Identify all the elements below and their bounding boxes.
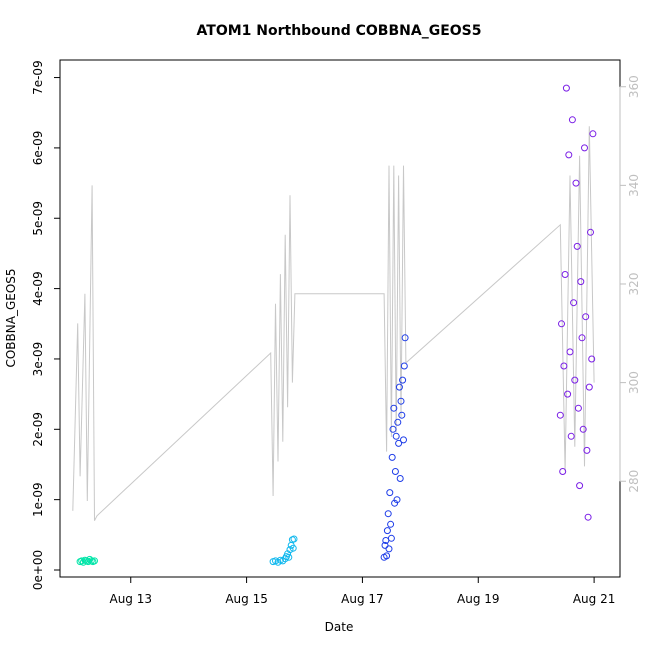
right-tick-label: 340 bbox=[627, 174, 641, 197]
data-point-s2 bbox=[279, 557, 287, 565]
data-point-s4 bbox=[560, 362, 568, 370]
y-axis: 0e+00 1e-09 2e-09 3e-09 4e-09 5e-09 6e-09 7e-09 bbox=[31, 60, 60, 590]
data-point-s4 bbox=[567, 432, 575, 440]
x-axis: Aug 13 Aug 15 Aug 17 Aug 19 Aug 21 bbox=[109, 576, 616, 606]
x-axis-label: Date bbox=[325, 620, 354, 634]
data-point-s2 bbox=[290, 535, 298, 543]
data-point-s4 bbox=[564, 390, 572, 398]
data-point-s4 bbox=[574, 404, 582, 412]
y-tick-label: 3e-09 bbox=[31, 342, 45, 377]
data-point-s4 bbox=[577, 278, 585, 286]
data-point-s3 bbox=[398, 411, 406, 419]
data-point-s4 bbox=[585, 383, 593, 391]
x-tick-label: Aug 15 bbox=[225, 592, 268, 606]
y-tick-label: 4e-09 bbox=[31, 271, 45, 306]
y-tick-label: 1e-09 bbox=[31, 482, 45, 517]
data-point-s4 bbox=[576, 482, 584, 490]
data-point-s3 bbox=[399, 376, 407, 384]
line-series bbox=[72, 126, 595, 521]
data-point-s3 bbox=[397, 397, 405, 405]
data-point-s4 bbox=[572, 179, 580, 187]
right-tick-label: 320 bbox=[627, 273, 641, 296]
right-tick-label: 280 bbox=[627, 470, 641, 493]
data-point-s4 bbox=[562, 84, 570, 92]
right-tick-label: 360 bbox=[627, 75, 641, 98]
plot-frame bbox=[59, 59, 621, 578]
data-point-s4 bbox=[581, 144, 588, 152]
data-point-s3 bbox=[400, 362, 408, 370]
chart-title: ATOM1 Northbound COBBNA_GEOS5 bbox=[197, 23, 482, 39]
data-point-s4 bbox=[582, 313, 590, 321]
data-point-s3 bbox=[384, 510, 392, 518]
data-point-s3 bbox=[395, 439, 403, 447]
data-point-s3 bbox=[383, 552, 391, 560]
y-tick-label: 2e-09 bbox=[31, 412, 45, 447]
data-point-s3 bbox=[395, 383, 403, 391]
data-point-s4 bbox=[583, 446, 591, 454]
data-point-s2 bbox=[285, 553, 293, 561]
data-point-s1 bbox=[79, 558, 87, 566]
data-point-s3 bbox=[396, 475, 404, 482]
data-point-s3 bbox=[393, 496, 401, 504]
data-point-s4 bbox=[584, 513, 592, 521]
y-tick-label: 6e-09 bbox=[31, 131, 45, 166]
data-point-s4 bbox=[587, 228, 594, 236]
y-tick-label: 0e+00 bbox=[31, 550, 45, 590]
right-tick-label: 300 bbox=[627, 371, 641, 394]
data-point-s3 bbox=[388, 453, 396, 461]
data-point-s4 bbox=[558, 320, 565, 328]
data-point-s3 bbox=[389, 425, 397, 433]
data-point-s4 bbox=[559, 468, 567, 475]
data-point-s2 bbox=[286, 546, 294, 554]
data-point-s4 bbox=[573, 242, 581, 250]
y-axis-label: COBBNA_GEOS5 bbox=[4, 268, 18, 367]
data-point-s4 bbox=[570, 299, 578, 307]
data-point-s1 bbox=[91, 557, 98, 565]
data-point-s3 bbox=[381, 541, 389, 549]
right-axis: 280 300 320 340 360 bbox=[619, 75, 641, 493]
x-tick-label: Aug 13 bbox=[109, 592, 152, 606]
data-point-s4 bbox=[579, 425, 587, 433]
data-point-s3 bbox=[400, 436, 407, 444]
x-tick-label: Aug 17 bbox=[341, 592, 384, 606]
data-point-s4 bbox=[589, 130, 597, 138]
x-tick-label: Aug 21 bbox=[573, 592, 616, 606]
data-point-s4 bbox=[565, 151, 573, 159]
data-point-s4 bbox=[568, 116, 576, 124]
data-point-s2 bbox=[289, 544, 297, 552]
grey-line bbox=[72, 126, 595, 521]
data-point-s3 bbox=[391, 499, 399, 507]
data-point-s4 bbox=[556, 411, 564, 419]
data-point-s3 bbox=[390, 404, 398, 412]
data-point-s3 bbox=[386, 489, 394, 497]
data-point-s4 bbox=[578, 334, 586, 342]
scatter-points bbox=[76, 84, 597, 566]
data-point-s3 bbox=[387, 534, 395, 542]
data-point-s3 bbox=[387, 520, 395, 528]
data-point-s3 bbox=[392, 432, 400, 440]
data-point-s4 bbox=[561, 271, 569, 278]
data-point-s4 bbox=[566, 348, 574, 356]
data-point-s4 bbox=[571, 376, 579, 384]
data-point-s3 bbox=[385, 545, 393, 553]
data-point-s3 bbox=[401, 334, 409, 342]
data-point-s4 bbox=[588, 355, 596, 363]
data-point-s3 bbox=[391, 468, 399, 475]
y-tick-label: 7e-09 bbox=[31, 60, 45, 95]
data-point-s3 bbox=[394, 418, 402, 426]
y-tick-label: 5e-09 bbox=[31, 201, 45, 236]
data-point-s3 bbox=[383, 527, 391, 535]
x-tick-label: Aug 19 bbox=[457, 592, 500, 606]
